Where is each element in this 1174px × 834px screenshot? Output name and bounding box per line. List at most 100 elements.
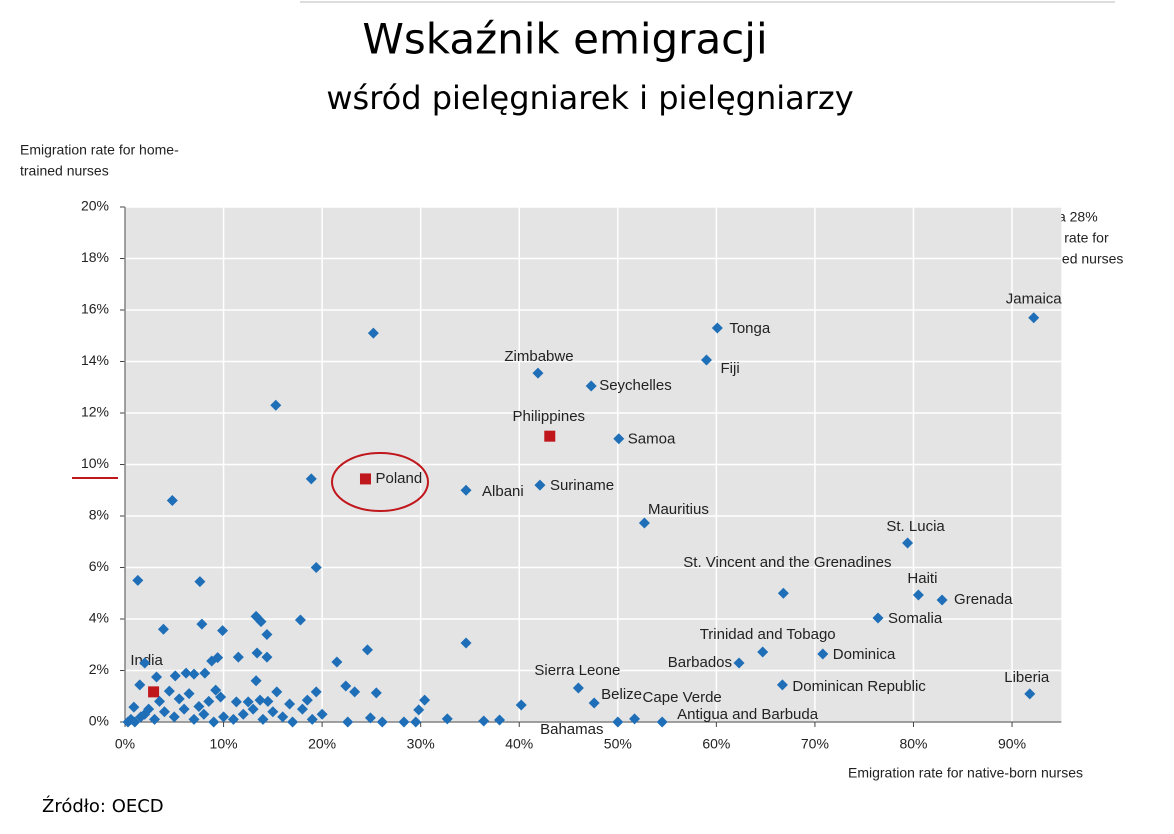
point: [158, 706, 170, 718]
point: [532, 367, 544, 379]
point: [310, 562, 322, 573]
point: [215, 691, 227, 703]
point: [612, 716, 624, 728]
point: [912, 589, 924, 601]
point: [301, 694, 313, 706]
point: [340, 680, 352, 692]
point-label: Mauritius: [648, 501, 709, 518]
point-label: Grenada: [954, 591, 1013, 608]
y-tick-label: 18%: [81, 249, 109, 265]
x-tick-label: 30%: [407, 736, 435, 752]
point: [188, 713, 200, 725]
point: [193, 701, 205, 713]
point: [254, 694, 266, 706]
x-tick-label: 60%: [702, 736, 730, 752]
point: [163, 685, 175, 697]
point: [757, 646, 769, 658]
point-label: Bahamas: [540, 721, 603, 738]
point: [208, 716, 220, 728]
point: [227, 713, 239, 725]
point-label: St. Vincent and the Grenadines: [683, 554, 891, 571]
y-tick-label: 6%: [89, 558, 109, 574]
point: [460, 484, 472, 496]
point-label: Dominican Republic: [792, 678, 926, 695]
point-label: Samoa: [628, 431, 676, 448]
point: [196, 618, 208, 630]
point: [169, 670, 181, 682]
point: [294, 614, 306, 626]
x-tick-label: 50%: [604, 736, 632, 752]
point-label: Fiji: [721, 360, 740, 377]
point: [460, 637, 472, 649]
point: [419, 694, 431, 706]
point: [310, 686, 322, 698]
point: [153, 695, 165, 707]
point: [139, 657, 151, 669]
y-tick-label: 0%: [89, 713, 109, 729]
point-label: St. Lucia: [886, 518, 945, 535]
point: [261, 628, 273, 640]
highlight-ellipse: [331, 452, 429, 512]
point: [151, 671, 163, 683]
point-label: Belize: [601, 686, 642, 703]
point: [701, 354, 713, 366]
point-label: Albani: [482, 483, 524, 500]
point: [173, 693, 185, 705]
point: [166, 495, 178, 507]
point: [441, 713, 453, 725]
point: [413, 704, 425, 716]
point-label: Barbados: [668, 654, 732, 671]
point: [478, 715, 490, 727]
plot: 0% 2% 4% 6% 8% 10% 12% 14% 16% 18% 20% 0% 10% 20% 30% 4…: [81, 198, 1062, 752]
point: [271, 686, 283, 698]
point: [148, 686, 160, 698]
point: [250, 675, 262, 687]
point: [218, 711, 230, 723]
x-axis-label: Emigration rate for native-born nurses: [848, 765, 1083, 781]
x-tick-label: 10%: [210, 736, 238, 752]
point: [515, 699, 527, 711]
y-tick-label: 14%: [81, 352, 109, 368]
point: [206, 655, 218, 667]
point: [936, 594, 948, 606]
point: [296, 703, 308, 715]
y-tick-label: 2%: [89, 661, 109, 677]
point-label: Sierra Leone: [534, 662, 620, 679]
point: [132, 574, 144, 586]
point: [902, 537, 914, 549]
point: [613, 433, 625, 445]
point: [361, 644, 373, 656]
x-tick-label: 80%: [899, 736, 927, 752]
point: [261, 651, 273, 663]
point-label: Liberia: [1004, 669, 1050, 686]
point: [198, 708, 210, 720]
point-label: Suriname: [550, 477, 614, 494]
point: [157, 623, 169, 635]
y-tick-label: 12%: [81, 404, 109, 420]
y-tick-label: 16%: [81, 301, 109, 317]
point: [776, 679, 788, 691]
point-label: Seychelles: [599, 377, 672, 394]
point: [257, 713, 269, 725]
point: [349, 686, 361, 698]
point: [777, 587, 789, 599]
point: [255, 616, 267, 628]
point-label: Tonga: [729, 320, 771, 337]
point: [168, 711, 180, 723]
point: [342, 716, 354, 728]
chart-subtitle: wśród pielęgniarek i pielęgniarzy: [326, 79, 853, 117]
point: [277, 711, 289, 723]
point: [128, 701, 140, 713]
point: [183, 688, 195, 700]
y-tick-label: 4%: [89, 610, 109, 626]
point-label: Somalia: [888, 610, 943, 627]
point: [572, 682, 584, 694]
point: [370, 687, 382, 699]
y-tick-label: 8%: [89, 507, 109, 523]
point: [306, 713, 318, 725]
point: [364, 712, 376, 724]
point: [135, 711, 147, 723]
point: [247, 703, 259, 715]
chart-title: Wskaźnik emigracji: [362, 15, 767, 64]
